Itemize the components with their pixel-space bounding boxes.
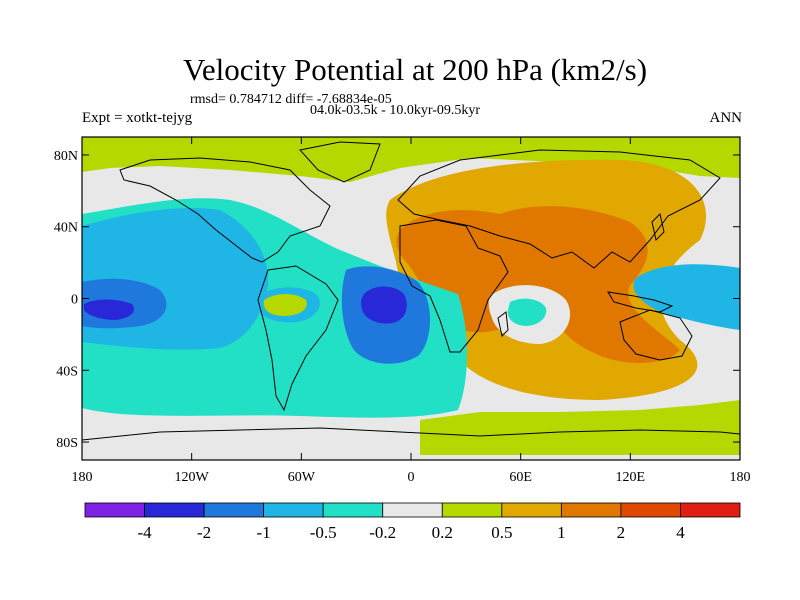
region-maritime-continent-negative <box>633 264 740 330</box>
region-indian-ocean-negative <box>507 298 547 326</box>
region-central-pacific-core <box>84 299 135 320</box>
y-tick-label: 80N <box>54 149 78 164</box>
colorbar-level-label: -0.5 <box>310 523 337 542</box>
coast-japan <box>651 213 665 241</box>
y-tick-label: 40N <box>54 221 78 236</box>
colorbar-level-label: -4 <box>137 523 152 542</box>
region-south-atlantic-core <box>361 286 407 324</box>
colorbar-swatch <box>144 502 205 518</box>
y-tick-label: 80S <box>56 436 78 451</box>
x-tick-label: 60E <box>509 470 532 485</box>
coastlines <box>82 141 740 441</box>
chart-subtitle-period: 04.0k-03.5k - 10.0kyr-09.5kyr <box>310 103 481 118</box>
region-amazon-positive <box>263 294 307 316</box>
coast-south-america <box>257 265 339 412</box>
colorbar-level-label: -2 <box>197 523 211 542</box>
colorbar-swatch <box>501 502 562 518</box>
chart-title: Velocity Potential at 200 hPa (km2/s) <box>182 52 648 87</box>
x-tick-label: 0 <box>408 470 415 485</box>
coast-north-america <box>119 157 331 263</box>
map-field <box>82 137 740 460</box>
x-tick-label: 180 <box>72 470 93 485</box>
x-tick-label: 180 <box>730 470 751 485</box>
colorbar-swatch <box>322 502 384 518</box>
colorbar-swatch <box>441 502 503 518</box>
coast-greenland <box>299 141 381 183</box>
region-southern-ocean-positive <box>420 400 740 455</box>
colorbar-swatch <box>203 502 265 518</box>
coast-madagascar <box>497 311 509 337</box>
colorbar-swatch <box>680 502 741 518</box>
x-tick-label: 120E <box>616 470 646 485</box>
colorbar-level-label: 0.5 <box>491 523 512 542</box>
colorbar-level-label: -1 <box>257 523 271 542</box>
region-north-polar-positive <box>82 137 740 182</box>
colorbar-swatch <box>620 502 681 518</box>
region-africa-asia-strong-positive <box>396 206 680 363</box>
colorbar-swatch <box>263 502 324 518</box>
x-tick-label: 60W <box>288 470 316 485</box>
colorbar: -4 -2 -1 -0.5 -0.2 0.2 0.5 1 2 4 <box>84 502 741 542</box>
colorbar-swatch <box>84 502 145 518</box>
coast-australia <box>619 309 693 361</box>
colorbar-level-label: 2 <box>617 523 626 542</box>
coast-indonesia <box>607 291 674 313</box>
season-label: ANN <box>709 110 743 126</box>
y-tick-label: 0 <box>71 293 78 308</box>
colorbar-level-label: 0.2 <box>432 523 453 542</box>
coast-antarctica <box>82 427 740 441</box>
axis-ticks: 180 120W 60W 0 60E 120E 180 80N 40N 0 40S 80S <box>54 137 751 485</box>
colorbar-level-label: -0.2 <box>369 523 396 542</box>
x-tick-label: 120W <box>175 470 210 485</box>
coast-africa <box>399 219 509 353</box>
y-tick-label: 40S <box>56 364 78 379</box>
experiment-label: Expt = xotkt-tejyg <box>82 110 193 126</box>
colorbar-level-label: 1 <box>557 523 566 542</box>
chart-subtitle-stats: rmsd= 0.784712 diff= -7.68834e-05 <box>190 92 392 107</box>
colorbar-swatch <box>382 502 443 518</box>
colorbar-level-label: 4 <box>676 523 685 542</box>
colorbar-swatch <box>560 502 622 518</box>
coast-europe-asia <box>397 149 721 269</box>
